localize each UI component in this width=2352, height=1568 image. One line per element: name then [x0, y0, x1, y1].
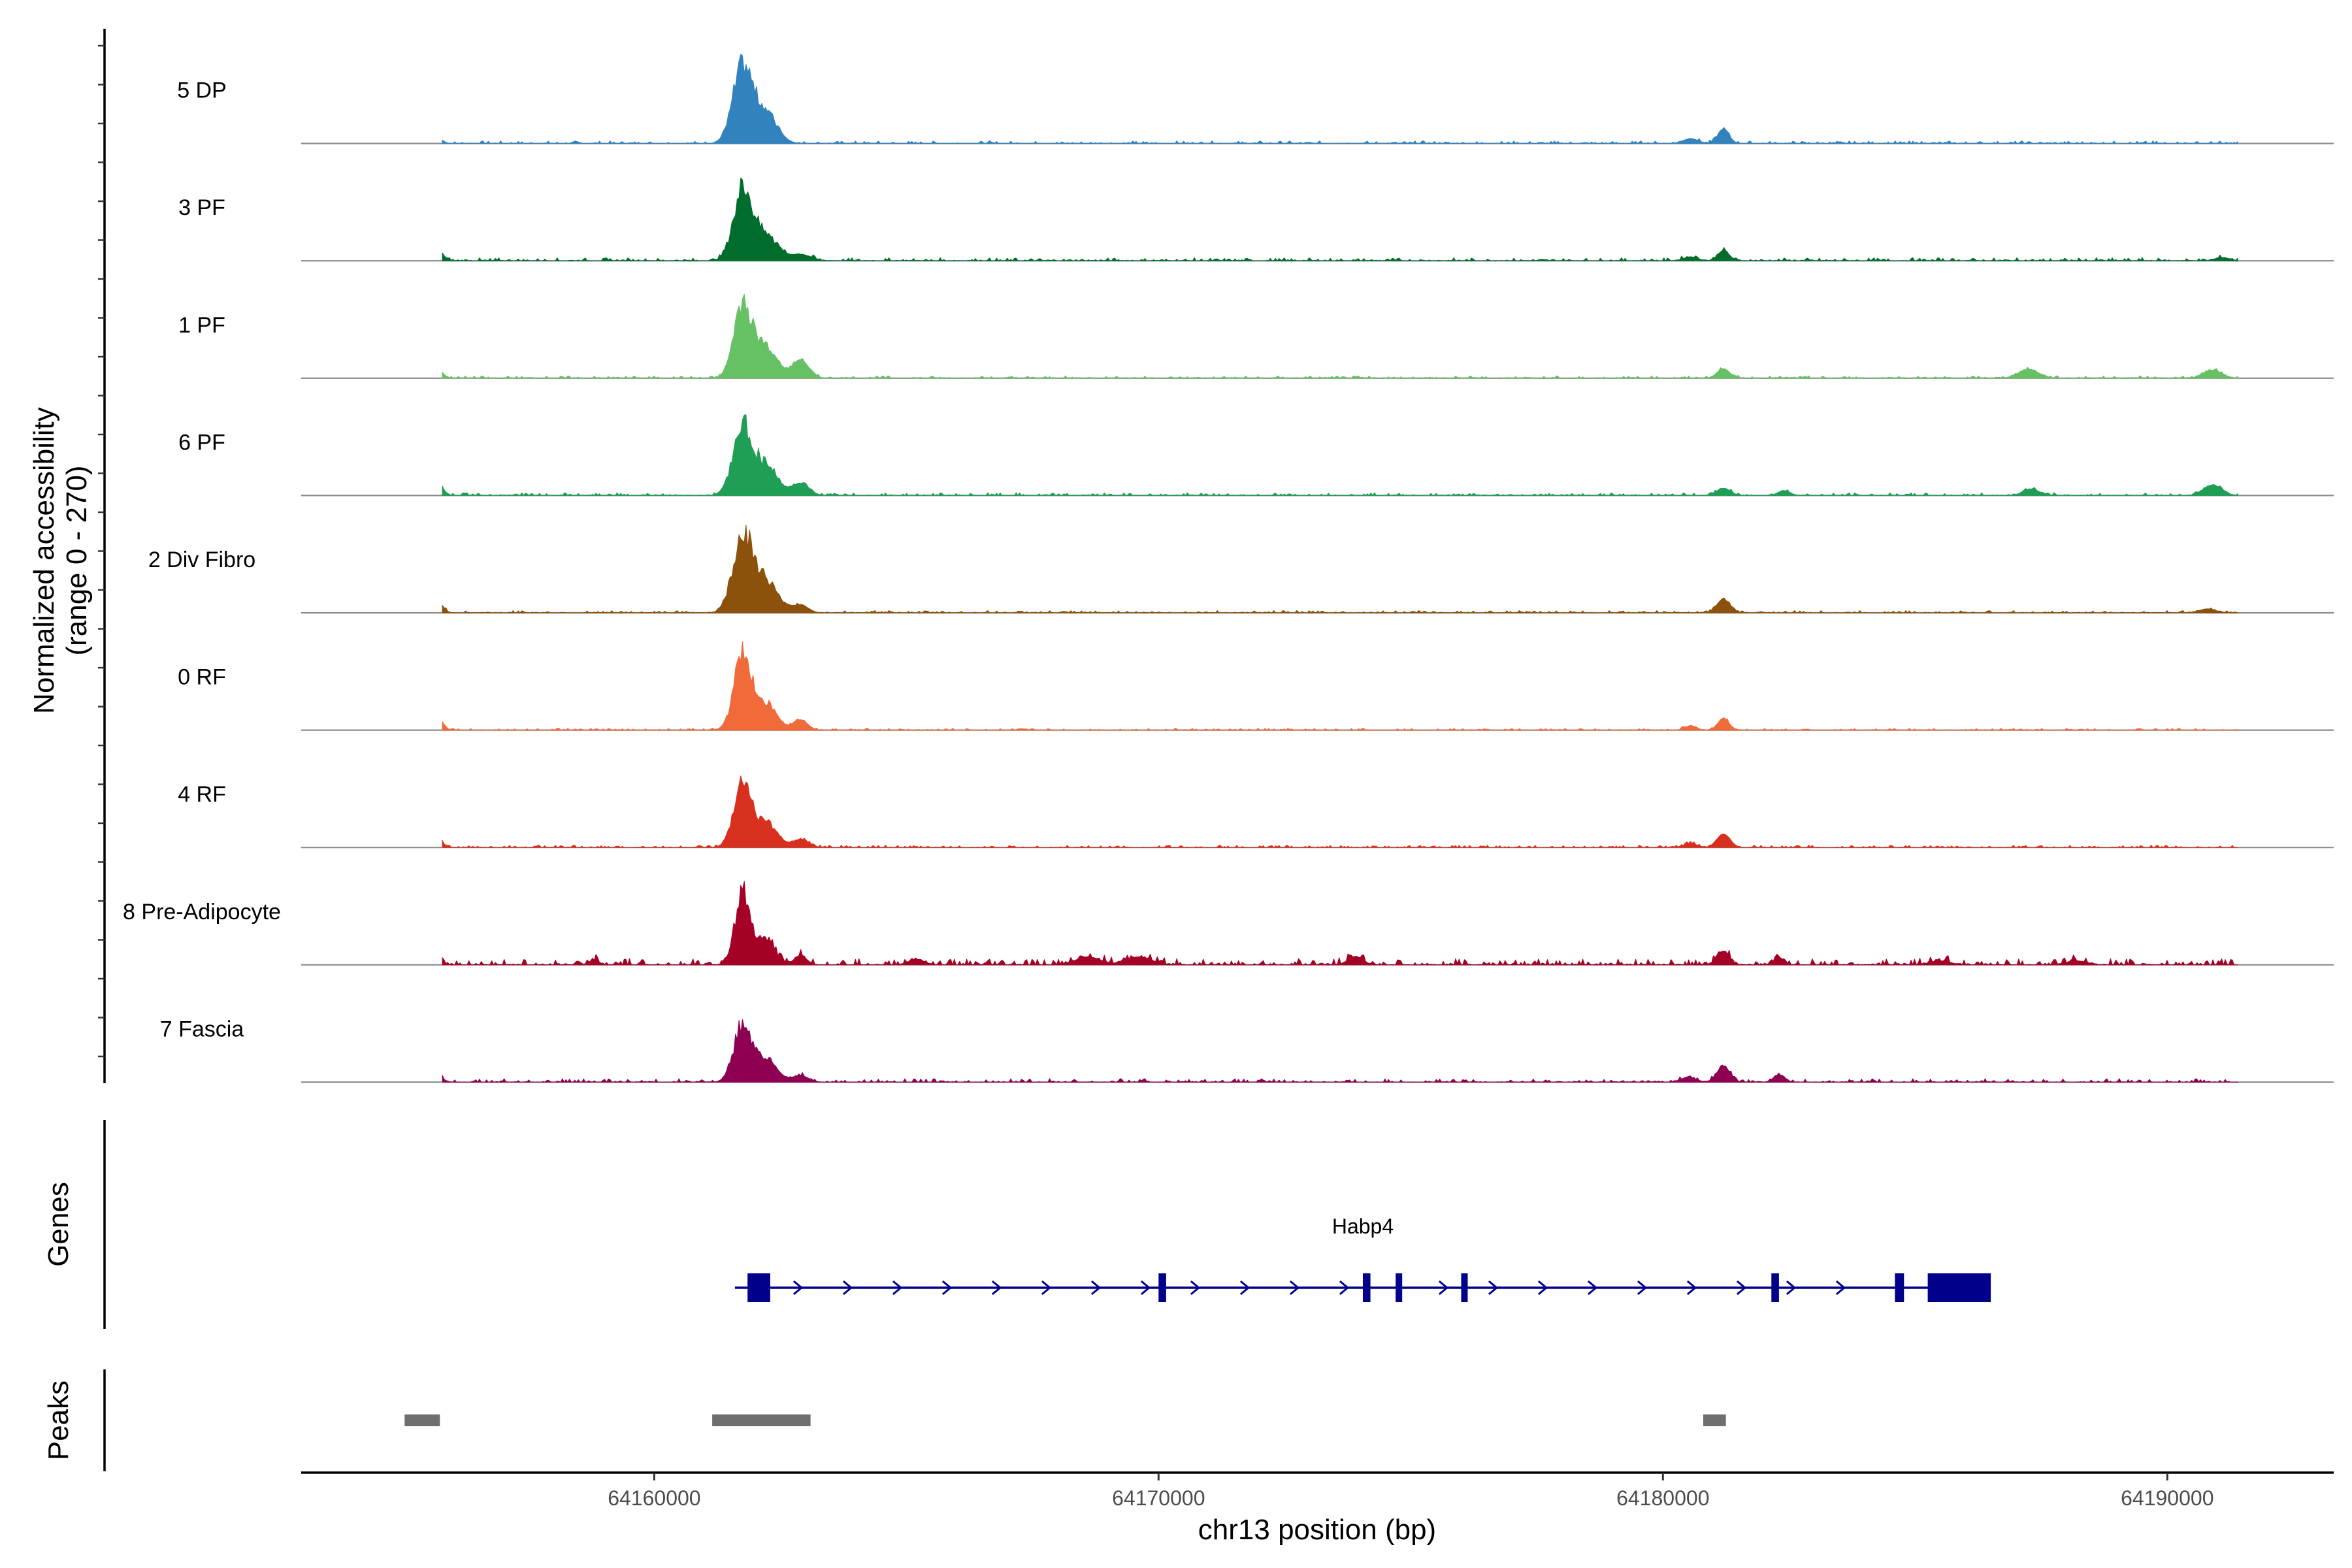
- gene-strand-arrow-16: [1637, 1280, 1648, 1296]
- track-label-0-rf: 0 RF: [178, 665, 226, 690]
- track-signal-6-pf: [442, 414, 2238, 496]
- gene-strand-arrow-14: [1537, 1280, 1548, 1296]
- peaks-panel-title: Peaks: [42, 1380, 74, 1460]
- track-label-2-div-fibro: 2 Div Fibro: [148, 547, 255, 572]
- gene-exon-6: [1771, 1273, 1779, 1302]
- peak-region-1: [404, 1414, 440, 1426]
- track-label-6-pf: 6 PF: [178, 430, 225, 455]
- gene-exon-1: [747, 1273, 770, 1302]
- peak-region-2: [712, 1414, 811, 1426]
- track-2-div-fibro: 2 Div Fibro: [148, 525, 2334, 614]
- track-6-pf: 6 PF: [178, 414, 2334, 497]
- gene-strand-arrow-6: [1090, 1280, 1102, 1296]
- x-tick-label-3: 64180000: [1616, 1486, 1709, 1510]
- track-7-fascia: 7 Fascia: [160, 1017, 2334, 1083]
- track-signal-1-pf: [442, 293, 2238, 379]
- track-label-7-fascia: 7 Fascia: [160, 1017, 244, 1041]
- gene-strand-arrow-17: [1686, 1280, 1697, 1296]
- y-axis-title-line1: Normalized accessibility: [28, 407, 60, 713]
- gene-strand-arrow-1: [842, 1280, 853, 1296]
- track-label-3-pf: 3 PF: [178, 195, 225, 220]
- track-signal-0-rf: [442, 641, 2238, 731]
- track-label-4-rf: 4 RF: [178, 782, 226, 807]
- gene-strand-arrow-12: [1438, 1280, 1449, 1296]
- gene-strand-arrow-5: [1041, 1280, 1052, 1296]
- x-axis-ticks: 64160000 64170000 64180000 64190000: [608, 1473, 2213, 1510]
- track-signal-8-pre-adipocyte: [442, 881, 2238, 966]
- x-tick-label-1: 64160000: [608, 1486, 700, 1510]
- gene-strand-arrow-7: [1140, 1280, 1151, 1296]
- accessibility-y-ticks: [98, 44, 105, 1058]
- track-3-pf: 3 PF: [178, 177, 2334, 262]
- gene-strand-arrow-3: [941, 1280, 953, 1296]
- track-label-1-pf: 1 PF: [178, 313, 225, 338]
- gene-exon-5: [1461, 1273, 1468, 1302]
- gene-strand-arrow-9: [1239, 1280, 1250, 1296]
- gene-strand-arrow-2: [892, 1280, 903, 1296]
- gene-exon-7: [1895, 1273, 1904, 1302]
- gene-exon-3: [1363, 1273, 1371, 1302]
- track-signal-5-dp: [442, 54, 2238, 144]
- x-tick-label-2: 64170000: [1112, 1486, 1205, 1510]
- track-8-pre-adipocyte: 8 Pre-Adipocyte: [123, 881, 2334, 966]
- peak-region-3: [1703, 1414, 1726, 1426]
- gene-strand-arrow-0: [792, 1280, 804, 1296]
- gene-strand-arrow-10: [1289, 1280, 1300, 1296]
- x-axis-title: chr13 position (bp): [1198, 1514, 1436, 1546]
- gene-exon-8: [1927, 1273, 1991, 1302]
- track-4-rf: 4 RF: [178, 776, 2334, 849]
- gene-strand-arrow-20: [1835, 1280, 1846, 1296]
- track-label-8-pre-adipocyte: 8 Pre-Adipocyte: [123, 900, 281, 924]
- gene-strand-arrow-18: [1736, 1280, 1747, 1296]
- track-signal-3-pf: [442, 177, 2238, 261]
- genes-panel-title: Genes: [42, 1182, 74, 1267]
- track-signal-7-fascia: [442, 1019, 2238, 1083]
- coverage-tracks: 5 DP 3 PF 1 PF 6 PF 2 Div Fibro 0 RF 4 RF 8 Pre…: [123, 54, 2334, 1083]
- gene-strand-arrow-15: [1587, 1280, 1598, 1296]
- gene-strand-arrow-19: [1786, 1280, 1797, 1296]
- gene-strand-arrow-8: [1190, 1280, 1201, 1296]
- gene-exon-4: [1396, 1273, 1403, 1302]
- track-5-dp: 5 DP: [177, 54, 2334, 144]
- gene-strand-arrow-11: [1339, 1280, 1350, 1296]
- gene-track: Habp4: [734, 1215, 1991, 1302]
- gene-strand-arrow-13: [1488, 1280, 1499, 1296]
- track-label-5-dp: 5 DP: [177, 78, 227, 103]
- x-tick-label-4: 64190000: [2121, 1486, 2213, 1510]
- y-axis-title-line2: (range 0 - 270): [61, 465, 93, 655]
- gene-label-habp4: Habp4: [1332, 1215, 1394, 1238]
- track-signal-2-div-fibro: [442, 525, 2238, 613]
- track-0-rf: 0 RF: [178, 641, 2334, 731]
- peaks-track: [404, 1414, 1726, 1426]
- gene-strand-arrow-4: [991, 1280, 1002, 1296]
- gene-exon-2: [1158, 1273, 1166, 1302]
- track-signal-4-rf: [442, 776, 2238, 848]
- track-1-pf: 1 PF: [178, 293, 2334, 379]
